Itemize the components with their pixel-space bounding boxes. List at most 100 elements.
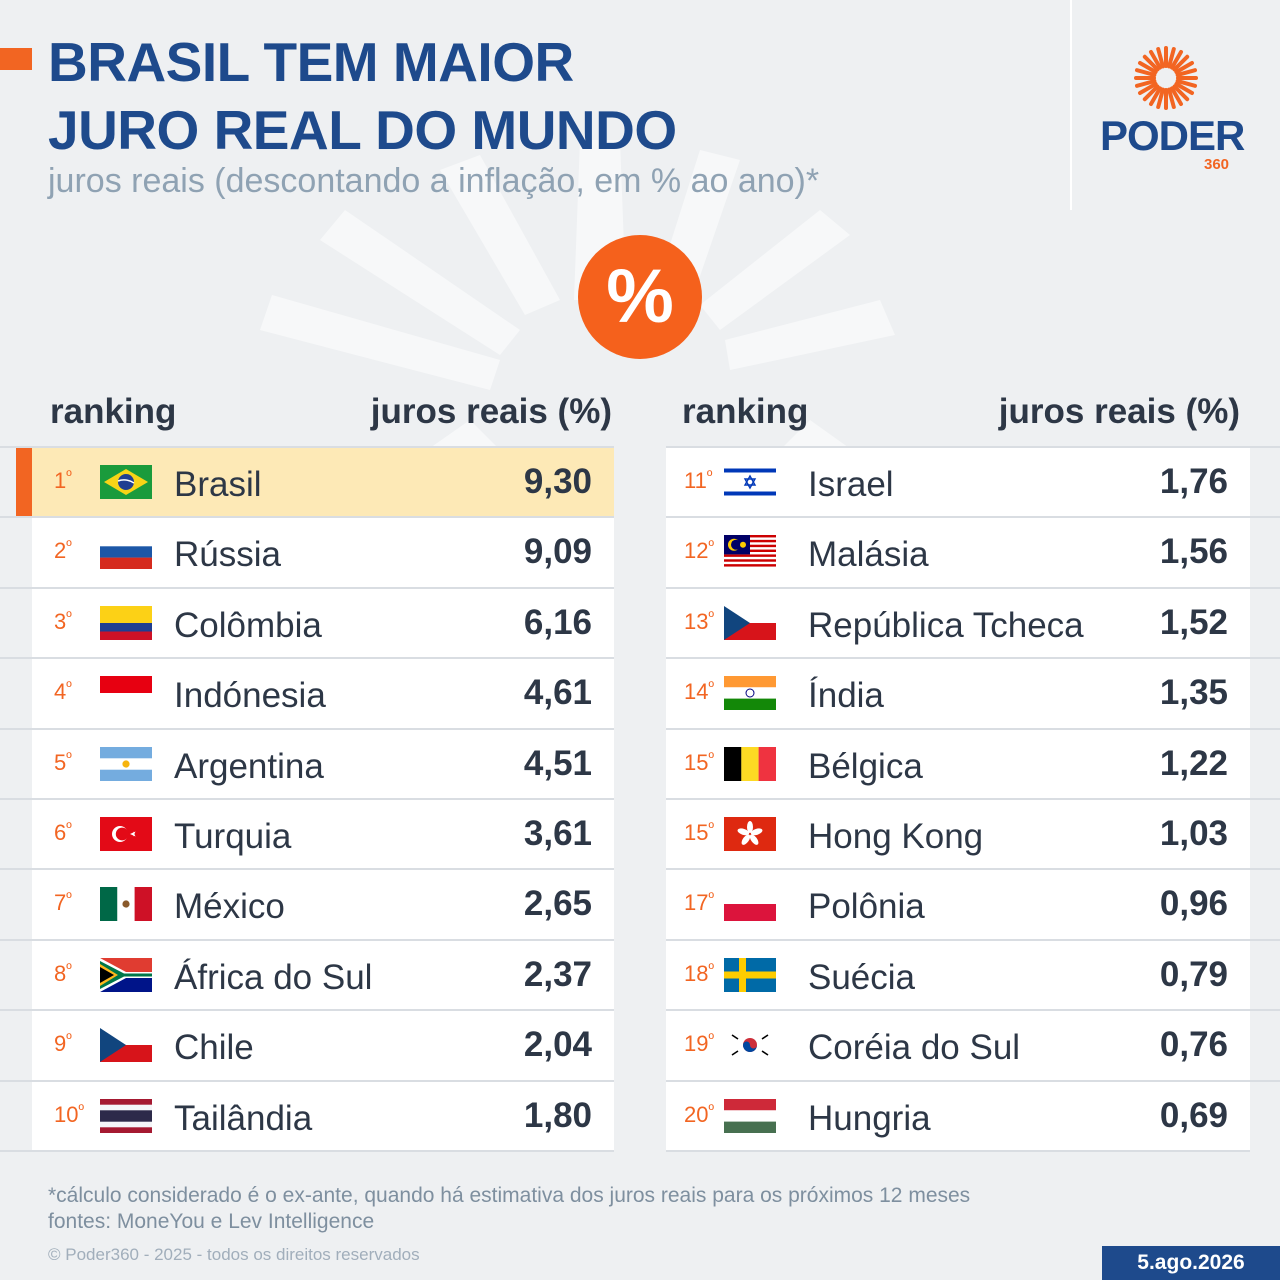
interest-value: 0,69 [1159, 1095, 1228, 1135]
rank-ordinal: º [66, 960, 72, 978]
rank-ordinal: º [708, 960, 714, 978]
rank-label: 4º [54, 679, 72, 705]
rank-label: 1º [54, 468, 72, 494]
interest-value: 2,37 [523, 954, 592, 994]
row-divider [666, 586, 1280, 589]
rank-number: 1 [54, 468, 67, 493]
interest-value: 0,96 [1159, 884, 1228, 924]
row-divider [0, 1079, 614, 1082]
country-name: Colômbia [174, 605, 322, 645]
interest-value: 1,03 [1159, 813, 1228, 853]
country-name: Tailândia [174, 1098, 313, 1138]
table-row: 1º Brasil 9,30 [0, 446, 614, 517]
south-korea-flag-icon [724, 1028, 776, 1063]
hong-kong-flag-icon [724, 816, 776, 851]
country-name: Indónesia [174, 676, 326, 716]
country-name: Índia [808, 676, 884, 716]
table-row: 19º Coréia do Sul 0,76 [666, 1009, 1280, 1080]
title-line-2: JURO REAL DO MUNDO [48, 99, 677, 161]
ranking-table-left: 1º Brasil 9,30 2º Rússia 9,09 3º Colômbia 6,16 4º… [0, 446, 614, 1152]
rank-ordinal: º [708, 749, 714, 767]
rank-label: 6º [54, 820, 72, 846]
table-row: 7º México 2,65 [0, 868, 614, 939]
rank-ordinal: º [66, 819, 72, 837]
table-row: 17º Polônia 0,96 [666, 868, 1280, 939]
rank-label: 2º [54, 538, 72, 564]
table-bottom-divider [666, 1149, 1250, 1152]
rank-ordinal: º [66, 608, 72, 626]
rank-number: 14 [684, 679, 709, 705]
country-name: Rússia [174, 535, 281, 575]
rank-number: 2 [54, 538, 67, 564]
interest-value: 1,56 [1159, 532, 1228, 572]
rank-number: 7 [54, 890, 67, 916]
malaysia-flag-icon [724, 535, 776, 570]
rank-number: 18 [684, 960, 709, 986]
poder360-logo: PODER 360 [1100, 40, 1245, 180]
russia-flag-icon [100, 535, 152, 570]
country-name: Coréia do Sul [808, 1028, 1021, 1068]
interest-value: 1,76 [1159, 462, 1228, 501]
rank-number: 10 [54, 1101, 79, 1127]
sources: fontes: MoneYou e Lev Intelligence [48, 1210, 375, 1233]
country-name: México [174, 887, 285, 927]
interest-value: 1,35 [1159, 673, 1228, 713]
interest-value: 9,09 [523, 532, 592, 572]
rank-label: 20º [684, 1102, 714, 1128]
country-name: Malásia [808, 535, 929, 575]
rank-ordinal: º [66, 538, 72, 556]
rank-number: 4 [54, 679, 67, 705]
country-name: República Tcheca [808, 605, 1084, 645]
ranking-table-right: 11º Israel 1,76 12º Malásia 1,56 13º República … [666, 446, 1280, 1152]
table-row: 14º Índia 1,35 [666, 657, 1280, 728]
rank-ordinal: º [78, 1101, 84, 1119]
rank-ordinal: º [66, 468, 72, 485]
row-divider [0, 516, 614, 519]
table-row: 5º Argentina 4,51 [0, 727, 614, 798]
rank-label: 14º [684, 679, 714, 705]
rank-number: 11 [684, 468, 707, 493]
country-name: África do Sul [174, 957, 373, 997]
left-ranking-header: ranking [50, 392, 177, 431]
table-row: 10º Tailândia 1,80 [0, 1079, 614, 1150]
table-bottom-divider [0, 1149, 614, 1152]
interest-value: 2,04 [523, 1025, 592, 1065]
brazil-flag-icon [100, 465, 152, 499]
interest-value: 0,79 [1159, 954, 1228, 994]
row-divider [666, 516, 1280, 519]
country-name: Turquia [174, 816, 292, 856]
row-divider [666, 868, 1280, 871]
header-accent-bar [0, 48, 32, 70]
rank-ordinal: º [66, 890, 72, 908]
turkey-flag-icon [100, 816, 152, 851]
country-name: Brasil [174, 465, 262, 504]
copyright: © Poder360 - 2025 - todos os direitos re… [48, 1245, 420, 1264]
rank-ordinal: º [708, 679, 714, 697]
rank-label: 8º [54, 961, 72, 987]
country-name: Argentina [174, 746, 324, 786]
argentina-flag-icon [100, 746, 152, 781]
title-line-1: BRASIL TEM MAIOR [48, 31, 574, 93]
interest-value: 1,52 [1159, 602, 1228, 642]
logo-word: PODER [1100, 112, 1245, 159]
country-name: Hong Kong [808, 816, 984, 856]
percent-badge-icon: % [578, 235, 702, 359]
rank-ordinal: º [708, 890, 714, 908]
rank-label: 15º [684, 750, 714, 776]
row-divider [666, 1079, 1280, 1082]
rank-number: 13 [684, 608, 709, 634]
rank-number: 12 [684, 538, 709, 564]
interest-value: 1,80 [523, 1095, 592, 1135]
rank-number: 3 [54, 608, 67, 634]
percent-symbol: % [606, 254, 674, 339]
rank-ordinal: º [66, 679, 72, 697]
indonesia-flag-icon [100, 676, 152, 711]
row-divider [0, 868, 614, 871]
page-title: BRASIL TEM MAIOR JURO REAL DO MUNDO [48, 28, 948, 164]
rank-label: 5º [54, 750, 72, 776]
left-value-header: juros reais (%) [370, 392, 612, 431]
rank-ordinal: º [66, 749, 72, 767]
table-row: 15º Hong Kong 1,03 [666, 797, 1280, 869]
right-ranking-header: ranking [682, 392, 809, 431]
country-name: Suécia [808, 957, 916, 997]
